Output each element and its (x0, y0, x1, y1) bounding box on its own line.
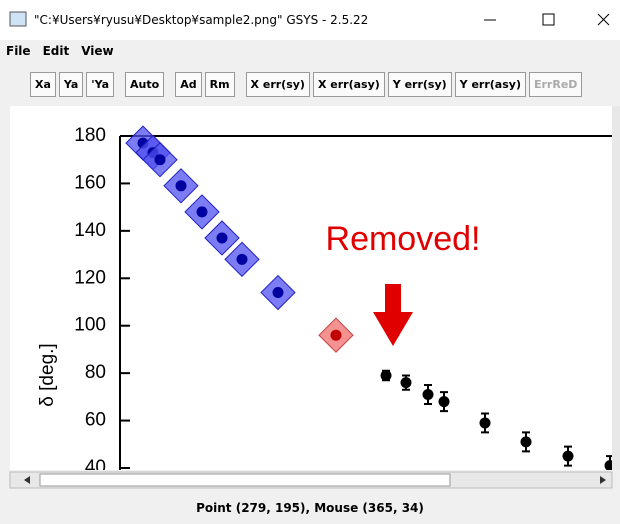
data-point (422, 388, 434, 400)
annotation: Removed! (326, 220, 481, 258)
y-tick-label: 160 (74, 172, 106, 193)
title-icons (9, 11, 610, 27)
menu-item[interactable]: View (81, 44, 114, 58)
window-title: "C:¥Users¥ryusu¥Desktop¥sample2.png" GSY… (34, 13, 369, 27)
error-bar (564, 445, 572, 467)
title-bar: "C:¥Users¥ryusu¥Desktop¥sample2.png" GSY… (0, 0, 620, 40)
selection-marker (163, 168, 199, 204)
y-tick-label: 140 (74, 220, 106, 241)
tool-button[interactable]: Y err(sy) (387, 72, 452, 97)
data-point (216, 232, 228, 244)
data-point (196, 206, 208, 218)
error-bar (522, 431, 530, 453)
y-tick-label: 120 (74, 267, 106, 288)
error-bar (424, 384, 432, 405)
data-point (175, 180, 187, 192)
selection-marker (135, 134, 171, 171)
data-point (520, 436, 532, 448)
data-point (438, 396, 450, 408)
data-point (330, 329, 342, 341)
y-tick-label: 80 (85, 362, 106, 383)
y-tick-label: 180 (74, 125, 106, 146)
toolbar: Xa Ya 'Ya Auto Ad Rm X err(sy) X err(asy) Y err(… (30, 72, 583, 97)
tool-button[interactable]: ErrReD (528, 72, 583, 97)
menu-item[interactable]: File (6, 44, 31, 58)
tool-button[interactable]: Rm (204, 72, 235, 97)
data-point (236, 253, 248, 265)
error-bar (481, 412, 489, 434)
tool-button[interactable]: Ad (175, 72, 202, 97)
error-bar (402, 374, 410, 391)
selection-marker (204, 220, 240, 256)
menu-item[interactable]: Edit (42, 44, 70, 58)
status-bar: Point (279, 195), Mouse (365, 34) (196, 501, 424, 515)
maximize[interactable] (542, 13, 555, 26)
selection-marker (142, 142, 178, 178)
tool-button[interactable]: Ya (58, 72, 84, 97)
tool-button[interactable]: 'Ya (86, 72, 115, 97)
arrow (373, 284, 413, 346)
selection-marker (318, 317, 354, 353)
tool-button[interactable]: Y err(asy) (454, 72, 526, 97)
selection-marker (125, 125, 161, 161)
menu-bar: File Edit View (6, 44, 114, 58)
data-point (562, 450, 574, 462)
data-point (147, 147, 159, 159)
y-tick-label: 40 (85, 457, 106, 478)
data-point (137, 137, 149, 149)
data-point (604, 460, 612, 470)
y-tick-label: 100 (74, 315, 106, 336)
data-point (400, 377, 412, 389)
selection-marker (260, 274, 296, 311)
tool-button[interactable]: X err(asy) (312, 72, 385, 97)
error-bar (606, 455, 612, 470)
y-tick-label: 60 (85, 410, 106, 431)
tool-button[interactable]: Xa (30, 72, 56, 97)
data-point (380, 370, 392, 382)
tool-button[interactable]: Auto (125, 72, 165, 97)
y-axis-label: δ [deg.] (37, 343, 58, 406)
error-bar (382, 369, 390, 382)
data-point (154, 154, 166, 166)
data-point (272, 287, 284, 299)
error-bar (440, 391, 448, 413)
selection-marker (184, 194, 220, 230)
data-point (479, 417, 491, 429)
selection-marker (224, 241, 260, 277)
tool-button[interactable]: X err(sy) (245, 72, 310, 97)
close[interactable] (597, 13, 610, 26)
